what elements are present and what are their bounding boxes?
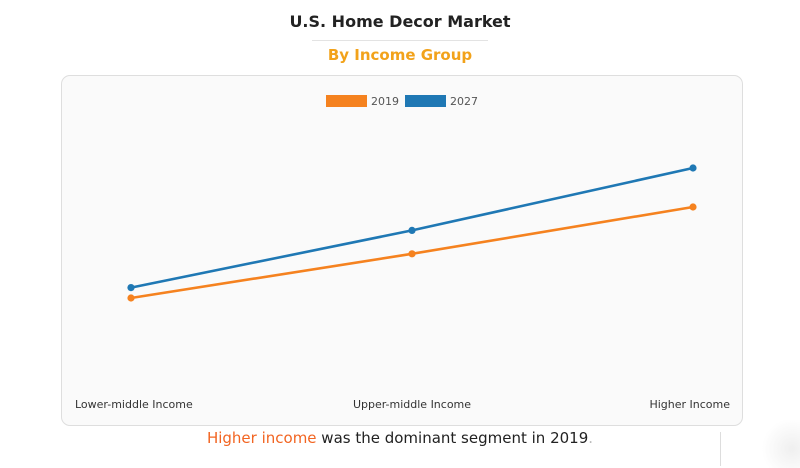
chart-title: U.S. Home Decor Market [289, 12, 511, 31]
data-point-2027-1 [127, 284, 135, 292]
x-tick-label: Higher Income [649, 398, 730, 411]
legend-label-2019: 2019 [371, 95, 399, 108]
data-point-2019-3 [689, 203, 697, 211]
line-chart: 2019 2027 Lower-middle Income Upper-middle … [75, 95, 730, 411]
caption-text: was the dominant segment in 2019 [316, 429, 589, 447]
legend-swatch-2027 [405, 95, 446, 107]
x-tick-label: Lower-middle Income [75, 398, 193, 411]
data-point-2019-2 [408, 250, 416, 258]
data-point-2027-3 [689, 164, 697, 172]
divider-line [720, 432, 721, 466]
caption-period: . [588, 429, 594, 447]
title-divider [312, 40, 488, 41]
corner-decoration [760, 420, 800, 468]
data-point-2027-2 [408, 226, 416, 234]
legend-swatch-2019 [326, 95, 367, 107]
chart-subtitle: By Income Group [327, 46, 473, 64]
chart-card: 2019 2027 Lower-middle Income Upper-middle … [61, 75, 743, 426]
caption-highlight: Higher income [206, 429, 317, 447]
legend-label-2027: 2027 [450, 95, 478, 108]
caption: Higher income was the dominant segment i… [0, 429, 800, 447]
x-tick-label: Upper-middle Income [353, 398, 471, 411]
data-point-2019-1 [127, 294, 135, 302]
